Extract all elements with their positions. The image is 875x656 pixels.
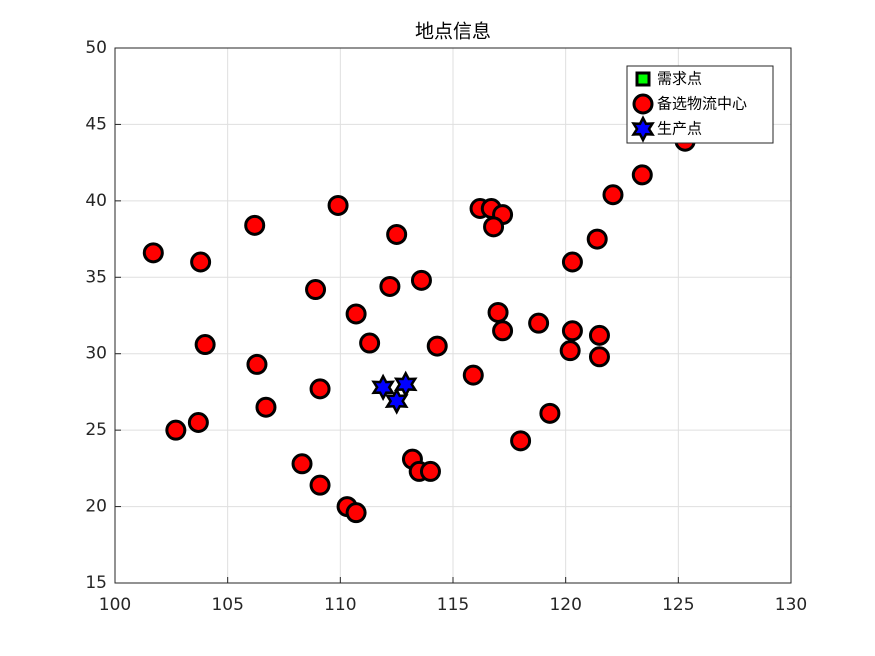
point: [309, 474, 331, 496]
point: [561, 251, 583, 273]
point: [561, 320, 583, 342]
point: [539, 402, 561, 424]
legend-marker: [631, 115, 655, 143]
x-tick-label: 125: [662, 595, 694, 615]
x-tick-label: 105: [211, 595, 243, 615]
point: [528, 312, 550, 334]
point: [487, 301, 509, 323]
point: [291, 453, 313, 475]
point: [142, 242, 164, 264]
point: [426, 335, 448, 357]
y-tick-label: 40: [85, 191, 107, 211]
x-tick-label: 100: [99, 595, 131, 615]
axes-box: [114, 47, 792, 584]
point: [410, 269, 432, 291]
point: [305, 279, 327, 301]
point: [165, 419, 187, 441]
point: [419, 460, 441, 482]
point: [309, 378, 331, 400]
y-tick-label: 35: [85, 267, 107, 287]
legend-label: 生产点: [657, 120, 702, 138]
point: [631, 164, 653, 186]
point: [559, 340, 581, 362]
y-tick-label: 25: [85, 420, 107, 440]
legend-marker: [632, 93, 654, 115]
x-tick-label: 115: [437, 595, 469, 615]
point: [194, 334, 216, 356]
x-tick-label: 120: [549, 595, 581, 615]
point: [345, 502, 367, 524]
point: [602, 184, 624, 206]
point: [384, 387, 409, 415]
y-tick-label: 20: [85, 497, 107, 517]
legend-marker: [635, 71, 651, 87]
point: [588, 324, 610, 346]
point: [510, 430, 532, 452]
point: [586, 228, 608, 250]
point: [246, 353, 268, 375]
point: [588, 346, 610, 368]
legend-label: 需求点: [657, 70, 702, 88]
y-tick-label: 50: [85, 38, 107, 58]
point: [345, 303, 367, 325]
chart-title: 地点信息: [415, 21, 491, 43]
point: [255, 396, 277, 418]
point: [483, 216, 505, 238]
point: [371, 373, 396, 401]
x-tick-label: 130: [775, 595, 807, 615]
point: [190, 251, 212, 273]
y-tick-label: 15: [85, 573, 107, 593]
y-tick-label: 30: [85, 344, 107, 364]
point: [244, 214, 266, 236]
point: [492, 320, 514, 342]
point: [386, 223, 408, 245]
y-tick-label: 45: [85, 114, 107, 134]
point: [327, 194, 349, 216]
legend-label: 备选物流中心: [657, 95, 747, 113]
point: [462, 364, 484, 386]
point: [187, 412, 209, 433]
point: [379, 275, 401, 297]
point: [359, 332, 381, 354]
x-tick-label: 110: [324, 595, 356, 615]
